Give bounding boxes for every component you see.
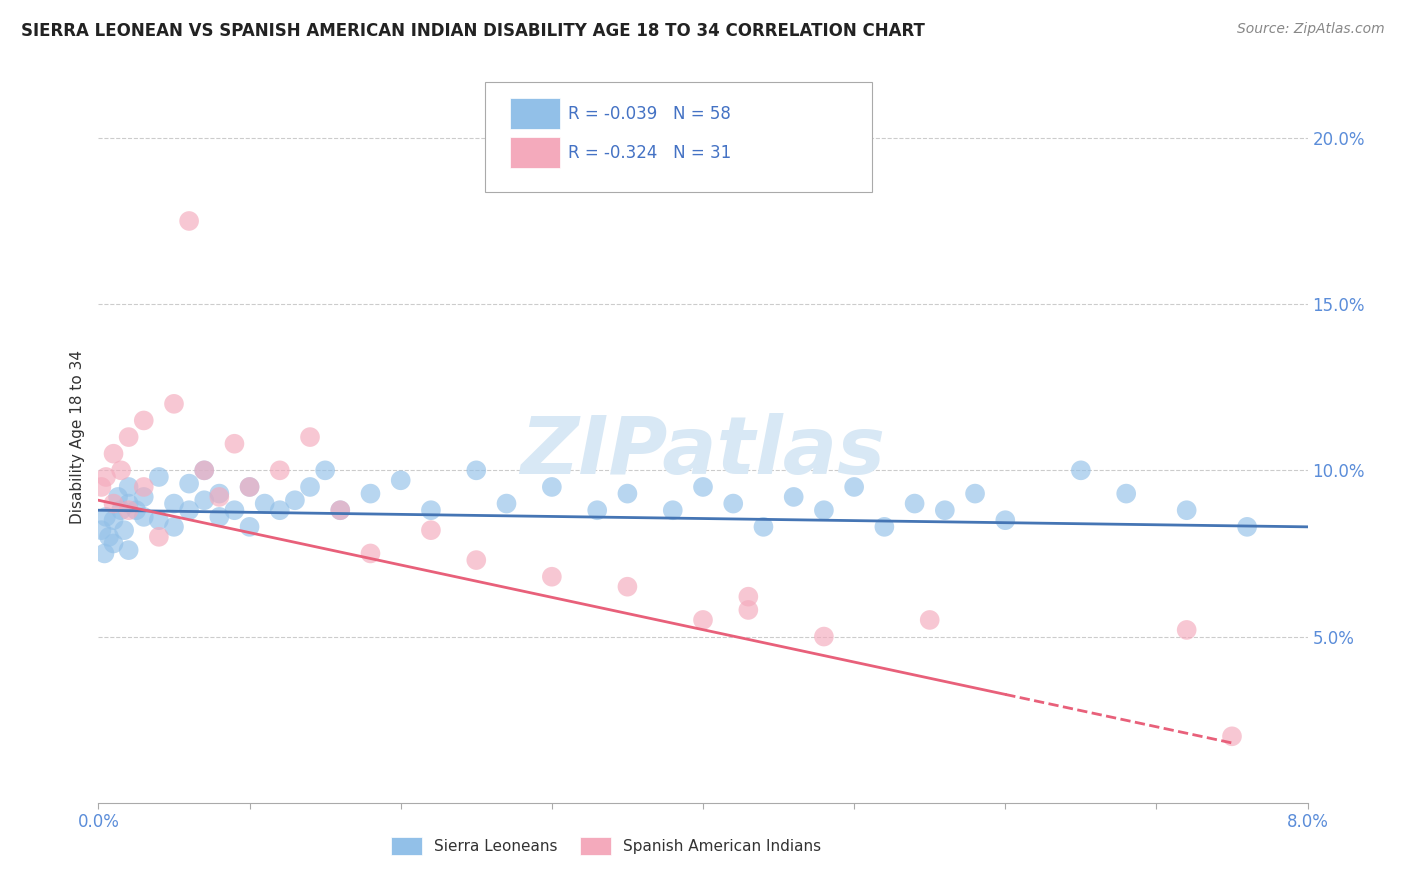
Point xyxy=(148,530,170,544)
Point xyxy=(224,503,246,517)
FancyBboxPatch shape xyxy=(509,137,561,168)
Point xyxy=(118,480,141,494)
Point xyxy=(389,473,412,487)
Point xyxy=(179,503,201,517)
Point xyxy=(752,520,775,534)
Point xyxy=(179,476,201,491)
Point xyxy=(179,214,201,228)
Point xyxy=(125,503,148,517)
Point xyxy=(994,513,1017,527)
Point xyxy=(239,520,262,534)
Point xyxy=(118,430,141,444)
Point xyxy=(118,503,141,517)
Text: ZIPatlas: ZIPatlas xyxy=(520,413,886,491)
Point xyxy=(132,509,155,524)
Point xyxy=(110,463,132,477)
Point xyxy=(239,480,262,494)
Point xyxy=(540,480,562,494)
FancyBboxPatch shape xyxy=(509,98,561,129)
Y-axis label: Disability Age 18 to 34: Disability Age 18 to 34 xyxy=(69,350,84,524)
Point xyxy=(661,503,683,517)
Point xyxy=(616,486,638,500)
Point xyxy=(1070,463,1092,477)
Point xyxy=(1175,623,1198,637)
Point xyxy=(118,497,141,511)
Point xyxy=(540,570,562,584)
Point xyxy=(965,486,987,500)
Point xyxy=(299,430,322,444)
Point xyxy=(193,463,215,477)
Point xyxy=(813,630,835,644)
Point xyxy=(737,590,759,604)
Point xyxy=(208,486,231,500)
Point xyxy=(269,463,291,477)
Point xyxy=(813,503,835,517)
Point xyxy=(94,470,117,484)
Text: SIERRA LEONEAN VS SPANISH AMERICAN INDIAN DISABILITY AGE 18 TO 34 CORRELATION CH: SIERRA LEONEAN VS SPANISH AMERICAN INDIA… xyxy=(21,22,925,40)
Point xyxy=(94,509,117,524)
Point xyxy=(90,523,112,537)
FancyBboxPatch shape xyxy=(485,82,872,192)
Point xyxy=(844,480,866,494)
Point xyxy=(465,553,488,567)
Point xyxy=(360,546,382,560)
Point xyxy=(934,503,956,517)
Point xyxy=(1236,520,1258,534)
Point xyxy=(239,480,262,494)
Point xyxy=(98,530,121,544)
Point xyxy=(1115,486,1137,500)
Point xyxy=(360,486,382,500)
Point xyxy=(465,463,488,477)
Point xyxy=(118,543,141,558)
Point xyxy=(193,463,215,477)
Point xyxy=(224,436,246,450)
Point xyxy=(299,480,322,494)
Point xyxy=(208,509,231,524)
Point xyxy=(90,480,112,494)
Point xyxy=(103,513,125,527)
Point xyxy=(783,490,806,504)
Point xyxy=(1220,729,1243,743)
Point xyxy=(112,523,135,537)
Point xyxy=(163,497,186,511)
Point xyxy=(132,480,155,494)
Point xyxy=(586,503,609,517)
Point xyxy=(163,520,186,534)
Point xyxy=(1175,503,1198,517)
Point xyxy=(737,603,759,617)
Point xyxy=(103,536,125,550)
Point xyxy=(163,397,186,411)
Point xyxy=(103,497,125,511)
Text: Source: ZipAtlas.com: Source: ZipAtlas.com xyxy=(1237,22,1385,37)
Point xyxy=(420,523,443,537)
Point xyxy=(132,490,155,504)
Point xyxy=(148,513,170,527)
Point xyxy=(692,480,714,494)
Point xyxy=(107,490,129,504)
Point xyxy=(269,503,291,517)
Point xyxy=(692,613,714,627)
Text: R = -0.324   N = 31: R = -0.324 N = 31 xyxy=(568,144,731,161)
Point xyxy=(110,503,132,517)
Point xyxy=(329,503,352,517)
Point xyxy=(723,497,745,511)
Point xyxy=(616,580,638,594)
Point xyxy=(314,463,336,477)
Point xyxy=(329,503,352,517)
Point xyxy=(873,520,896,534)
Point xyxy=(904,497,927,511)
Point xyxy=(93,546,115,560)
Point xyxy=(495,497,517,511)
Point xyxy=(208,490,231,504)
Point xyxy=(420,503,443,517)
Point xyxy=(132,413,155,427)
Point xyxy=(103,447,125,461)
Point xyxy=(284,493,307,508)
Point xyxy=(253,497,276,511)
Point xyxy=(193,493,215,508)
Point xyxy=(918,613,941,627)
Legend: Sierra Leoneans, Spanish American Indians: Sierra Leoneans, Spanish American Indian… xyxy=(385,831,827,861)
Text: R = -0.039   N = 58: R = -0.039 N = 58 xyxy=(568,104,731,123)
Point xyxy=(148,470,170,484)
